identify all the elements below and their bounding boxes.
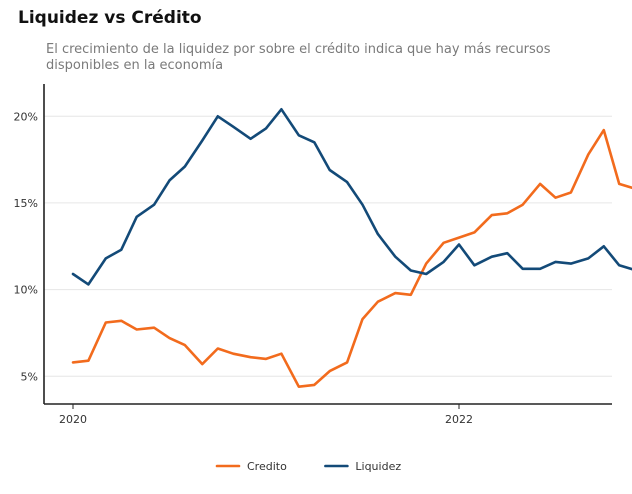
y-tick-label: 20% <box>14 110 38 123</box>
chart-subtitle: El crecimiento de la liquidez por sobre … <box>46 42 551 73</box>
legend-label-liquidez: Liquidez <box>355 460 401 473</box>
series-line-liquidez <box>71 108 632 286</box>
y-tick-label: 15% <box>14 197 38 210</box>
x-tick-label: 2020 <box>59 413 87 426</box>
y-tick-label: 10% <box>14 284 38 297</box>
series-line-credito <box>71 128 632 388</box>
chart-title: Liquidez vs Crédito <box>18 8 202 28</box>
legend-label-credito: Credito <box>247 460 287 473</box>
y-tick-label: 5% <box>21 370 38 383</box>
x-tick-label: 2022 <box>445 413 473 426</box>
